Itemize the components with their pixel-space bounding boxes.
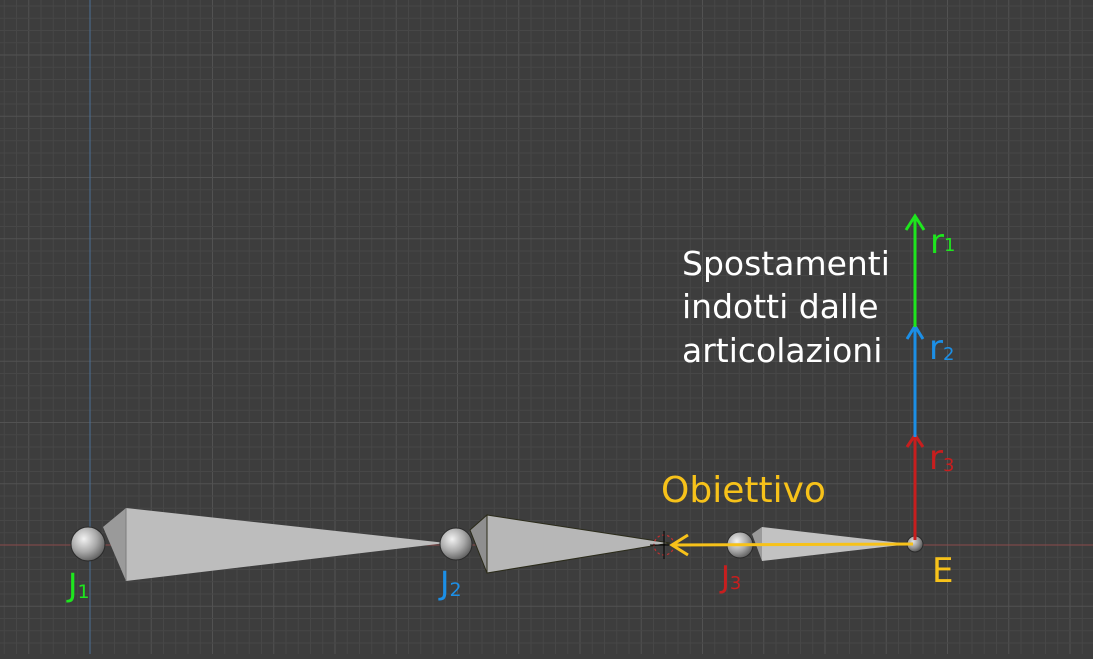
r2-label: r2 <box>929 328 954 368</box>
joint-2-sphere-icon[interactable] <box>439 527 473 561</box>
target-direction-arrow <box>669 533 914 557</box>
joint-1-sphere-icon[interactable] <box>70 526 106 562</box>
bone-1 <box>103 508 446 581</box>
end-effector-label: E <box>932 551 953 591</box>
caption-line-2: indotti dalle <box>682 287 879 326</box>
r3-vector-arrow <box>905 432 925 540</box>
joint-1-label: J1 <box>66 566 90 604</box>
joint-2-label: J2 <box>438 564 462 602</box>
caption-line-1: Spostamenti <box>682 244 890 283</box>
joint-3-label: J3 <box>719 560 741 595</box>
target-label: Obiettivo <box>661 470 826 511</box>
caption-line-3: articolazioni <box>682 331 882 370</box>
r2-vector-arrow <box>905 323 925 437</box>
r3-label: r3 <box>929 438 954 478</box>
r1-label: r1 <box>930 222 955 262</box>
r1-vector-arrow <box>904 213 926 327</box>
bone-2 <box>469 513 671 574</box>
